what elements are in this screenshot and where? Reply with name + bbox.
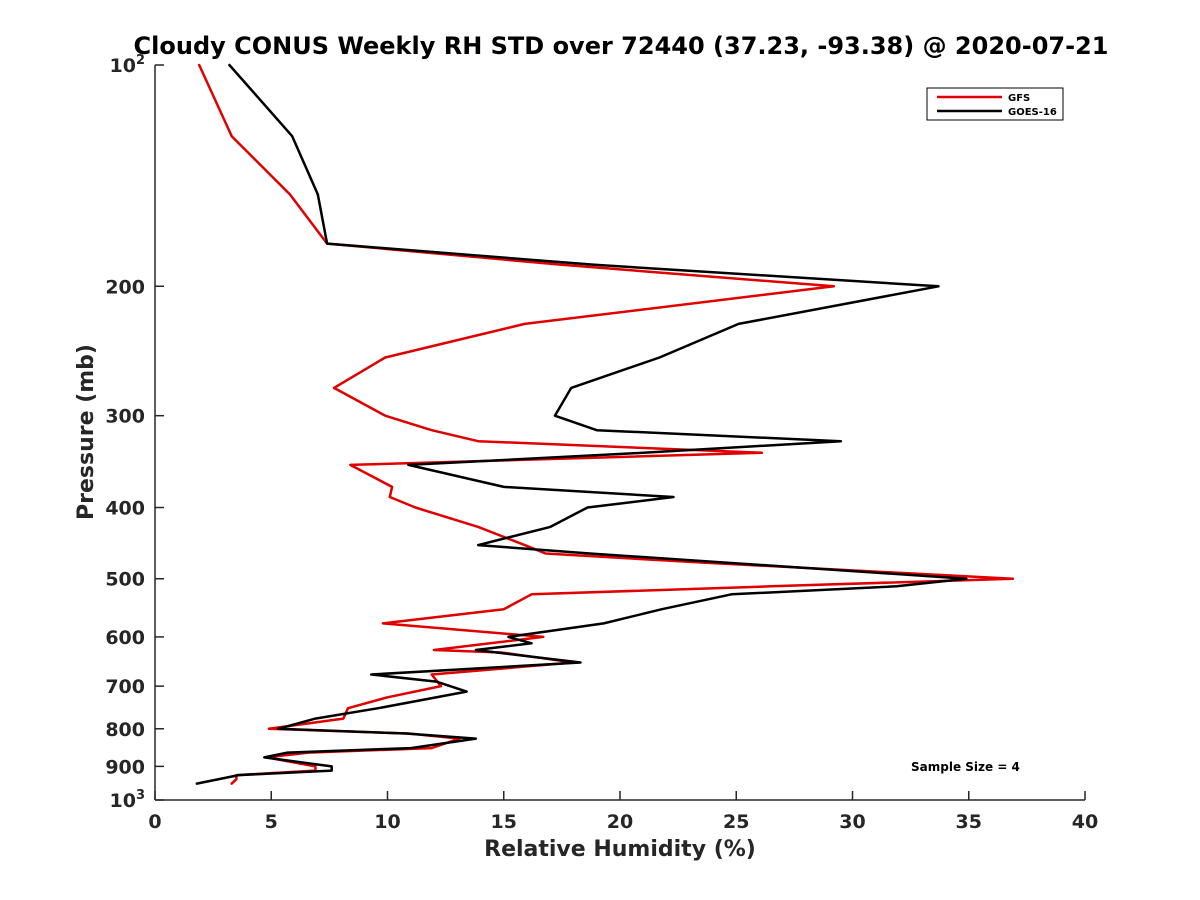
x-tick-label: 20 [607, 811, 633, 833]
y-tick-label: 200 [105, 276, 145, 298]
x-tick-label: 25 [723, 811, 749, 833]
y-tick-base: 10 [110, 790, 136, 812]
y-tick-exponent: 2 [136, 53, 145, 68]
y-tick-label: 700 [105, 676, 145, 698]
y-tick-base: 700 [105, 676, 145, 698]
legend: GFS GOES-16 [926, 87, 1064, 121]
y-tick-label: 500 [105, 569, 145, 591]
y-tick-base: 200 [105, 276, 145, 298]
x-tick-label: 35 [956, 811, 982, 833]
y-tick-label: 800 [105, 719, 145, 741]
legend-label-gfs: GFS [1008, 93, 1030, 104]
y-tick-label: 300 [105, 406, 145, 428]
y-tick-base: 10 [110, 55, 136, 77]
y-tick-base: 300 [105, 406, 145, 428]
y-tick-base: 600 [105, 627, 145, 649]
y-tick-label: 600 [105, 627, 145, 649]
x-axis-label: Relative Humidity (%) [484, 837, 756, 862]
x-tick-label: 5 [265, 811, 278, 833]
x-tick-label: 30 [839, 811, 865, 833]
x-tick-label: 15 [491, 811, 517, 833]
plot-area: 0 5 10 15 20 25 30 35 40 10220030040050060070080… [105, 53, 1098, 833]
legend-label-goes16: GOES-16 [1008, 107, 1057, 118]
x-tick-label: 10 [374, 811, 400, 833]
y-tick-label: 400 [105, 498, 145, 520]
y-tick-base: 800 [105, 719, 145, 741]
x-tick-label: 40 [1072, 811, 1098, 833]
y-tick-label: 102 [110, 53, 146, 77]
y-tick-label: 900 [105, 756, 145, 778]
sample-size-annotation: Sample Size = 4 [911, 760, 1020, 774]
y-axis-label: Pressure (mb) [74, 344, 99, 520]
y-tick-base: 500 [105, 569, 145, 591]
y-tick-base: 400 [105, 498, 145, 520]
y-tick-label: 103 [110, 788, 146, 812]
y-tick-exponent: 3 [136, 788, 145, 803]
x-ticks: 0 5 10 15 20 25 30 35 40 [148, 791, 1098, 833]
chart-title: Cloudy CONUS Weekly RH STD over 72440 (3… [134, 32, 1109, 60]
series-group [195, 63, 1015, 785]
y-tick-base: 900 [105, 756, 145, 778]
x-tick-label: 0 [148, 811, 161, 833]
legend-box [926, 87, 1064, 121]
series-line-goes16 [195, 63, 968, 785]
